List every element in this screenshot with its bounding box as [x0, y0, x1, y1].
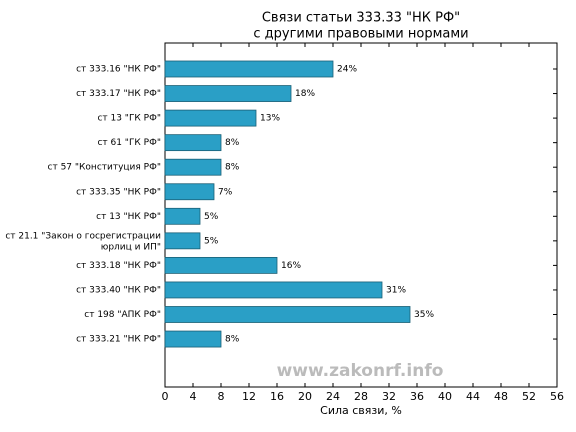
bar: [164, 134, 222, 152]
value-label: 5%: [204, 236, 219, 246]
x-tick-label: 20: [298, 390, 312, 403]
bar: [164, 109, 257, 127]
chart-subtitle: с другими правовыми нормами: [253, 27, 468, 42]
x-axis-label: Сила связи, %: [320, 404, 402, 417]
y-tick-label: ст 21.1 "Закон о госрегистрации юрлиц и И…: [5, 231, 161, 252]
y-tick-label: ст 198 "АПК РФ": [84, 310, 161, 320]
bar: [164, 281, 383, 299]
x-tick-label: 32: [382, 390, 396, 403]
bar: [164, 232, 201, 250]
y-tick-label: ст 333.18 "НК РФ": [76, 261, 161, 271]
y-tick-label: ст 57 "Конституция РФ": [48, 163, 161, 173]
y-tick-label: ст 333.16 "НК РФ": [76, 65, 161, 75]
value-label: 13%: [260, 114, 280, 124]
x-tick-label: 52: [522, 390, 536, 403]
x-tick-label: 36: [410, 390, 424, 403]
x-tick-label: 44: [466, 390, 480, 403]
y-tick-label: ст 333.17 "НК РФ": [76, 89, 161, 99]
value-label: 7%: [218, 187, 233, 197]
bar: [164, 60, 334, 78]
x-tick-label: 24: [326, 390, 340, 403]
bar: [164, 330, 222, 348]
bar: [164, 85, 292, 102]
watermark: www.zakonrf.info: [277, 361, 444, 381]
bar: [164, 183, 215, 201]
bar: [164, 256, 278, 274]
y-tick-label: ст 13 "ГК РФ": [97, 114, 161, 124]
y-tick-label: ст 333.21 "НК РФ": [76, 335, 161, 345]
value-label: 5%: [204, 212, 219, 222]
x-tick-label: 48: [494, 390, 508, 403]
bar: [164, 158, 222, 176]
x-tick-label: 16: [270, 390, 284, 403]
value-label: 8%: [225, 138, 240, 148]
value-label: 31%: [386, 285, 406, 295]
value-label: 8%: [225, 335, 240, 345]
x-tick-label: 0: [162, 390, 169, 403]
y-tick-label: ст 333.40 "НК РФ": [76, 285, 161, 295]
value-label: 35%: [414, 310, 434, 320]
value-label: 18%: [295, 89, 315, 99]
x-tick-label: 40: [438, 390, 452, 403]
x-tick-label: 12: [242, 390, 256, 403]
y-tick-label: ст 333.35 "НК РФ": [76, 187, 161, 197]
x-tick-label: 4: [190, 390, 197, 403]
chart-title: Связи статьи 333.33 "НК РФ": [262, 11, 460, 26]
value-label: 8%: [225, 163, 240, 173]
bar: [164, 306, 411, 323]
x-tick-label: 8: [218, 390, 225, 403]
y-tick-label: ст 13 "НК РФ": [96, 212, 161, 222]
value-label: 24%: [337, 65, 357, 75]
y-tick-label: ст 61 "ГК РФ": [97, 138, 161, 148]
x-tick-label: 56: [550, 390, 564, 403]
x-tick-label: 28: [354, 390, 368, 403]
value-label: 16%: [281, 261, 301, 271]
bar: [164, 207, 201, 225]
